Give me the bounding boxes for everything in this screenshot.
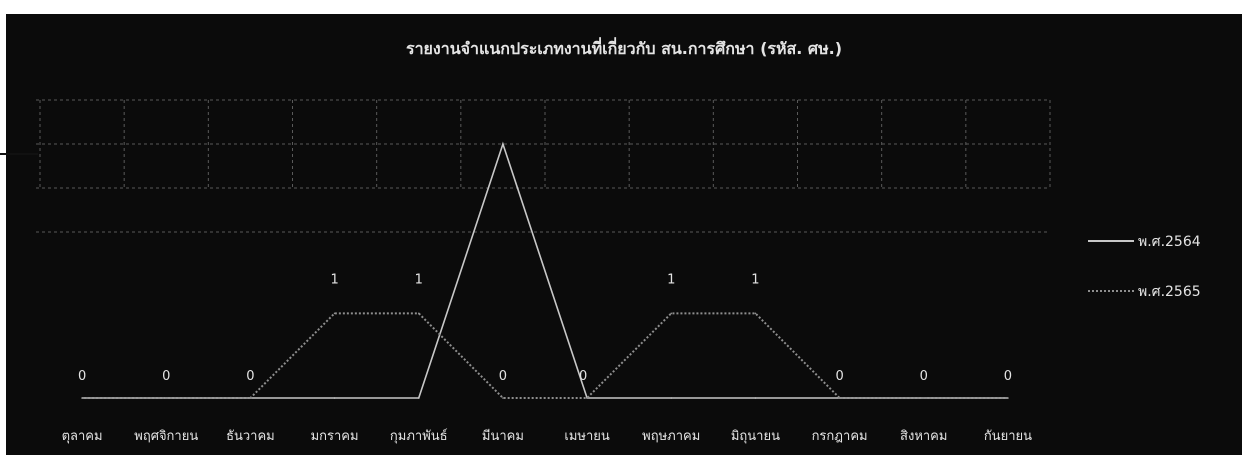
data-point-0-4	[417, 397, 420, 399]
data-point-1-1	[165, 397, 168, 399]
data-label: 0	[499, 369, 507, 384]
x-tick-label: กันยายน	[984, 429, 1032, 444]
data-point-1-9	[838, 397, 841, 399]
data-point-1-11	[1007, 397, 1009, 399]
data-point-1-3	[333, 312, 336, 315]
data-point-1-10	[922, 397, 925, 399]
data-point-1-6	[586, 397, 588, 399]
x-tick-label: พฤษภาคม	[642, 429, 700, 444]
data-label: 0	[579, 369, 587, 384]
legend: พ.ศ.2564 พ.ศ.2565	[1088, 234, 1201, 300]
x-tick-label: กุมภาพันธ์	[390, 428, 448, 444]
data-point-0-8	[754, 397, 757, 399]
data-point-0-7	[670, 397, 673, 399]
grid-layer	[36, 99, 1051, 233]
series-line-1	[82, 312, 1008, 399]
chart-title: รายงานจำแนกประเภทงานที่เกี่ยวกับ สน.การศ…	[406, 37, 842, 58]
x-tick-label: สิงหาคม	[900, 429, 947, 444]
series-layer	[81, 141, 1009, 399]
scan-artifact	[0, 153, 38, 155]
data-label: 1	[667, 272, 675, 287]
legend-label-1: พ.ศ.2565	[1138, 284, 1201, 300]
data-label: 0	[920, 369, 928, 384]
x-tick-label: มกราคม	[311, 429, 359, 444]
data-label: 0	[1004, 369, 1012, 384]
data-label: 1	[751, 272, 759, 287]
x-tick-label: มิถุนายน	[731, 429, 780, 444]
x-tick-label: ธันวาคม	[226, 429, 275, 444]
data-label: 1	[330, 272, 338, 287]
chart-panel: 0 0 0 1 1 0 0 1 1 0 0 0 ตุลาคม พฤศจิกายน ธันวาคม มกราค…	[6, 14, 1242, 455]
x-axis: ตุลาคม พฤศจิกายน ธันวาคม มกราคม กุมภาพันธ์ มี…	[62, 428, 1033, 444]
data-label-layer: 0 0 0 1 1 0 0 1 1 0 0 0	[78, 272, 1012, 384]
series-line-0	[82, 141, 1008, 399]
data-point-0-3	[333, 397, 336, 399]
data-point-1-7	[670, 312, 673, 315]
x-tick-label: เมษายน	[564, 429, 609, 444]
data-point-0-5	[502, 143, 504, 145]
data-label: 0	[162, 369, 170, 384]
x-tick-label: กรกฎาคม	[812, 429, 868, 444]
data-point-1-2	[249, 397, 252, 399]
data-label: 1	[415, 272, 423, 287]
x-tick-label: พฤศจิกายน	[134, 429, 198, 444]
data-label: 0	[78, 369, 86, 384]
legend-label-0: พ.ศ.2564	[1138, 234, 1201, 250]
data-label: 0	[246, 369, 254, 384]
line-chart: 0 0 0 1 1 0 0 1 1 0 0 0 ตุลาคม พฤศจิกายน ธันวาคม มกราค…	[36, 37, 1201, 444]
x-tick-label: มีนาคม	[482, 428, 524, 444]
data-point-1-5	[502, 397, 504, 399]
data-point-1-8	[754, 312, 757, 315]
data-point-1-0	[81, 397, 83, 399]
data-label: 0	[835, 369, 843, 384]
data-point-1-4	[417, 312, 420, 315]
x-tick-label: ตุลาคม	[62, 429, 103, 444]
